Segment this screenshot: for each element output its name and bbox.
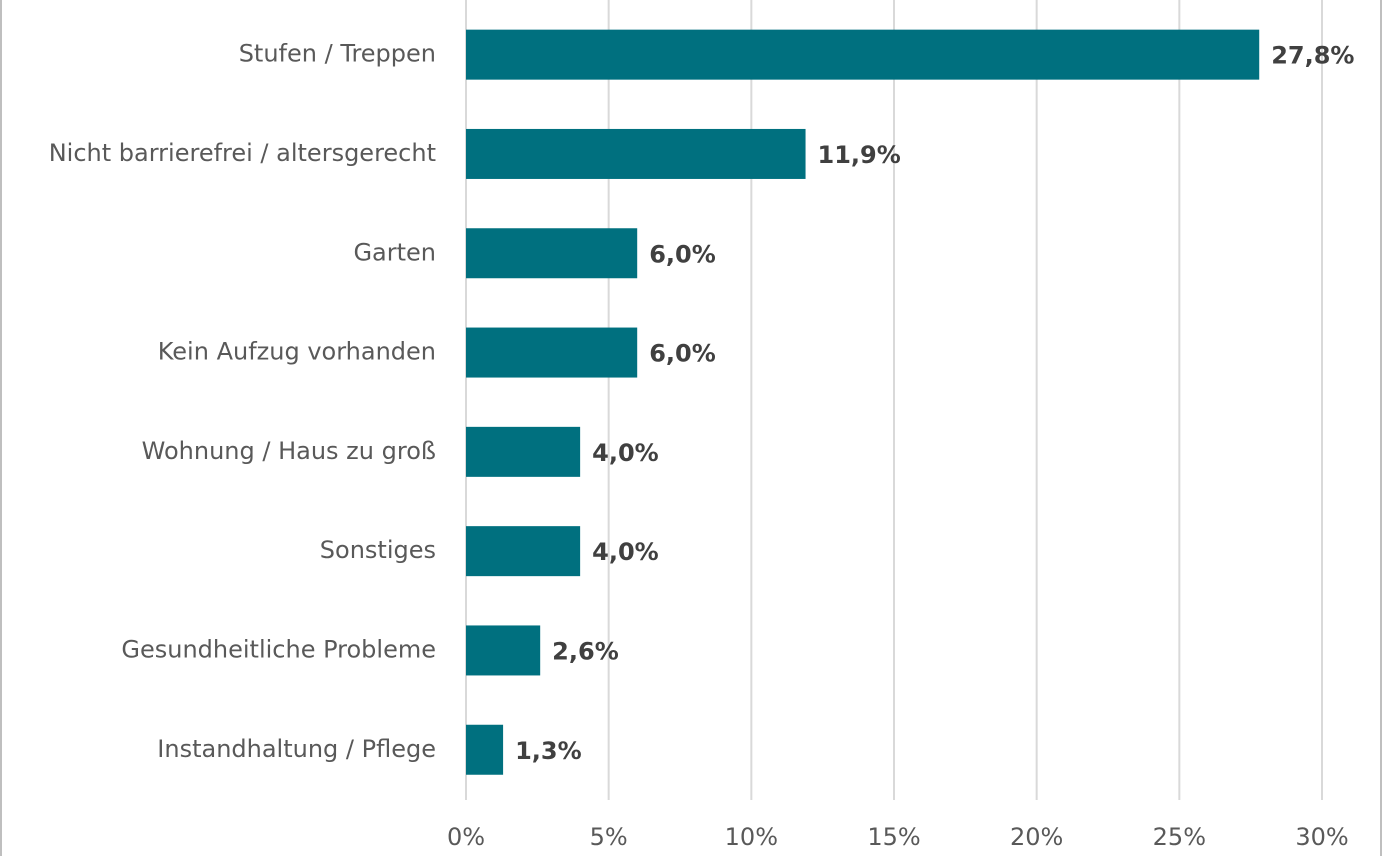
value-label: 11,9% bbox=[818, 141, 901, 169]
bar bbox=[466, 426, 581, 477]
x-tick-label: 20% bbox=[1010, 823, 1063, 851]
y-tick-label: Wohnung / Haus zu groß bbox=[142, 437, 436, 465]
bar bbox=[466, 724, 504, 775]
x-tick-label: 5% bbox=[590, 823, 628, 851]
y-tick-label: Gesundheitliche Probleme bbox=[121, 635, 436, 663]
value-label: 4,0% bbox=[592, 439, 659, 467]
x-tick-label: 10% bbox=[725, 823, 778, 851]
y-tick-label: Stufen / Treppen bbox=[239, 40, 436, 68]
value-label: 4,0% bbox=[592, 538, 659, 566]
x-tick-label: 15% bbox=[867, 823, 920, 851]
value-label: 6,0% bbox=[649, 340, 716, 368]
y-tick-label: Instandhaltung / Pflege bbox=[157, 735, 436, 763]
value-label: 6,0% bbox=[649, 240, 716, 268]
y-tick-label: Nicht barrierefrei / altersgerecht bbox=[49, 139, 436, 167]
x-tick-label: 30% bbox=[1295, 823, 1348, 851]
y-tick-label: Kein Aufzug vorhanden bbox=[158, 338, 436, 366]
bar bbox=[466, 526, 581, 577]
x-tick-label: 25% bbox=[1153, 823, 1206, 851]
value-label: 2,6% bbox=[552, 637, 619, 665]
y-tick-label: Garten bbox=[353, 238, 436, 266]
bar bbox=[466, 128, 806, 179]
value-label: 27,8% bbox=[1271, 42, 1354, 70]
bar bbox=[466, 29, 1260, 80]
bar bbox=[466, 228, 638, 279]
value-label: 1,3% bbox=[515, 737, 582, 765]
bar bbox=[466, 625, 541, 676]
bar bbox=[466, 327, 638, 378]
y-tick-label: Sonstiges bbox=[320, 536, 436, 564]
x-tick-label: 0% bbox=[447, 823, 485, 851]
